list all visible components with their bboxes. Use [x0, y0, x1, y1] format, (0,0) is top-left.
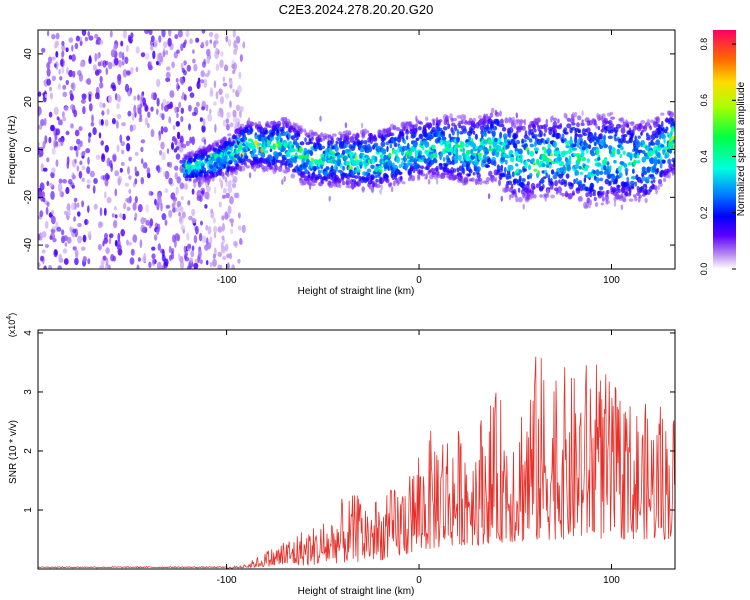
snr-panel: -100 0 100 1 2 3 4 Height of straight line (k…	[6, 313, 676, 597]
snr-multiplier: (x104)	[6, 313, 17, 337]
snr-multiplier-exponent: 4	[6, 316, 13, 320]
snr-y-ticks: 1 2 3 4	[23, 330, 675, 513]
spectrogram-x-axis-label: Height of straight line (km)	[298, 286, 415, 297]
y-tick-label: 4	[23, 330, 34, 336]
y-tick-label: 40	[23, 48, 34, 60]
colorbar-tick-label: 0.6	[699, 94, 709, 107]
spectrogram-frame	[37, 29, 676, 270]
colorbar-tick-label: 0.8	[699, 38, 709, 51]
x-tick-label: -100	[217, 275, 237, 286]
spectrogram-cells	[38, 30, 675, 269]
y-tick-label: 3	[23, 389, 34, 395]
snr-y-axis-label: SNR (10 * v/v)	[8, 420, 19, 484]
x-tick-label: 100	[603, 575, 620, 586]
spectrogram-panel: -100 0 100 -40 -20 0 20 40 Height of straight …	[7, 29, 676, 297]
colorbar-tick-label: 0.2	[699, 207, 709, 220]
y-tick-label: 1	[23, 507, 34, 513]
figure-title: C2E3.2024.278.20.20.G20	[279, 2, 434, 17]
snr-line	[38, 356, 675, 569]
spectrogram-x-ticks: -100 0 100	[217, 30, 620, 286]
colorbar-gradient	[713, 30, 736, 269]
colorbar-tick-label: 0.4	[699, 150, 709, 163]
spectrogram-y-ticks: -40 -20 0 20 40	[23, 48, 675, 252]
x-tick-label: 0	[416, 575, 422, 586]
x-tick-label: 100	[603, 275, 620, 286]
colorbar: 0.0 0.2 0.4 0.6 0.8 Normalized spectral ampl…	[699, 30, 747, 275]
snr-series	[38, 356, 675, 569]
colorbar-ticks: 0.0 0.2 0.4 0.6 0.8	[699, 38, 736, 275]
snr-x-axis-label: Height of straight line (km)	[298, 586, 415, 597]
snr-x-ticks: -100 0 100	[217, 330, 620, 586]
y-tick-label: -20	[23, 190, 34, 205]
x-tick-label: -100	[217, 575, 237, 586]
colorbar-tick-label: 0.0	[699, 263, 709, 276]
y-tick-label: -40	[23, 237, 34, 252]
colorbar-label: Normalized spectral amplitude	[736, 81, 747, 216]
y-tick-label: 20	[23, 96, 34, 108]
snr-frame	[37, 329, 676, 570]
y-tick-label: 0	[23, 146, 34, 152]
spectrogram-y-axis-label: Frequency (Hz)	[7, 116, 18, 185]
x-tick-label: 0	[416, 275, 422, 286]
y-tick-label: 2	[23, 448, 34, 454]
